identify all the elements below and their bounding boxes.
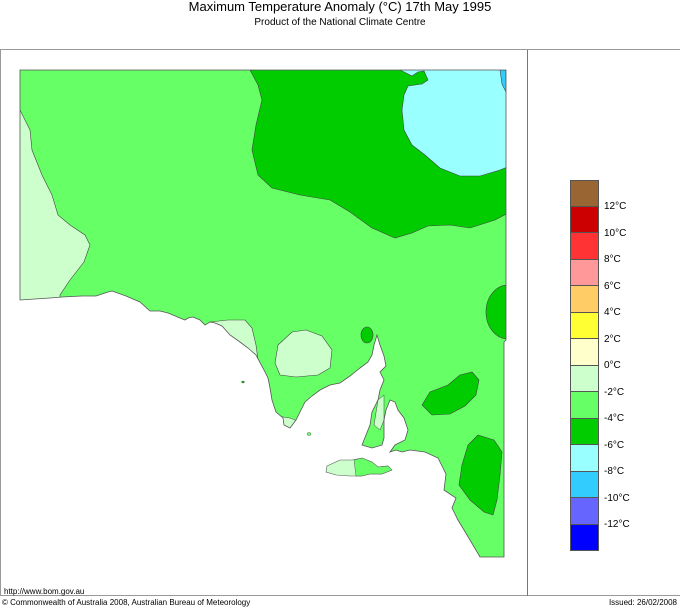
legend-swatch-10-12 bbox=[570, 206, 599, 233]
legend-label: -2°C bbox=[604, 387, 625, 398]
anomaly-zone-minus4-to-minus6-small bbox=[360, 326, 374, 344]
legend-label: -6°C bbox=[604, 440, 625, 451]
legend-swatch-below-minus12 bbox=[570, 524, 599, 551]
legend-swatch-minus4-minus2 bbox=[570, 392, 599, 419]
legend-label: -10°C bbox=[604, 493, 630, 504]
legend-label: -8°C bbox=[604, 466, 625, 477]
legend-swatch-minus12-minus10 bbox=[570, 498, 599, 525]
legend-swatch-minus2-0 bbox=[570, 365, 599, 392]
issued-date: Issued: 26/02/2008 bbox=[608, 598, 677, 607]
legend-swatch-8-10 bbox=[570, 233, 599, 260]
legend-label: -4°C bbox=[604, 413, 625, 424]
legend-label: 8°C bbox=[604, 254, 621, 265]
legend-label: 6°C bbox=[604, 281, 621, 292]
small-island bbox=[306, 432, 312, 436]
legend-divider bbox=[527, 50, 528, 596]
anomaly-zone-minus6-to-minus8 bbox=[398, 70, 506, 177]
anomaly-zone-minus8-to-minus10 bbox=[499, 70, 506, 93]
legend-label: 12°C bbox=[604, 201, 627, 212]
map-subtitle: Product of the National Climate Centre bbox=[254, 17, 426, 28]
legend-label: 10°C bbox=[604, 228, 627, 239]
coastline bbox=[19, 69, 507, 558]
legend-swatch-minus10-minus8 bbox=[570, 471, 599, 498]
copyright-notice: © Commonwealth of Australia 2008, Austra… bbox=[2, 598, 251, 607]
anomaly-zone-0-to-minus2-eyre-tip bbox=[269, 414, 305, 437]
legend-label: -12°C bbox=[604, 519, 630, 530]
kangaroo-island-east bbox=[353, 457, 393, 477]
anomaly-zone-minus4-to-minus6-mideast bbox=[421, 371, 480, 416]
legend-swatch-above-12 bbox=[570, 180, 599, 207]
anomaly-zone-0-to-minus2-eyre bbox=[209, 319, 259, 376]
map-frame bbox=[0, 49, 680, 596]
anomaly-zone-minus4-to-minus6-east bbox=[485, 284, 506, 340]
legend-label: 0°C bbox=[604, 360, 621, 371]
anomaly-zone-minus4-to-minus6-southeast bbox=[458, 434, 503, 516]
legend-swatch-minus8-minus6 bbox=[570, 445, 599, 472]
small-island bbox=[241, 380, 245, 384]
bom-url-link[interactable]: http://www.bom.gov.au bbox=[4, 587, 85, 596]
anomaly-zone-0-to-minus2-centre bbox=[274, 329, 333, 378]
legend-swatch-2-4 bbox=[570, 312, 599, 339]
anomaly-zone-0-to-minus2-yorke-tip bbox=[339, 431, 361, 447]
legend-swatch-4-6 bbox=[570, 286, 599, 313]
legend-swatch-0-2 bbox=[570, 339, 599, 366]
map-title: Maximum Temperature Anomaly (°C) 17th Ma… bbox=[188, 0, 492, 14]
legend-label: 4°C bbox=[604, 307, 621, 318]
color-legend bbox=[570, 180, 599, 551]
legend-swatch-6-8 bbox=[570, 259, 599, 286]
legend-swatch-minus6-minus4 bbox=[570, 418, 599, 445]
legend-label: 2°C bbox=[604, 334, 621, 345]
anomaly-zone-0-to-minus2-yorke bbox=[373, 394, 385, 431]
